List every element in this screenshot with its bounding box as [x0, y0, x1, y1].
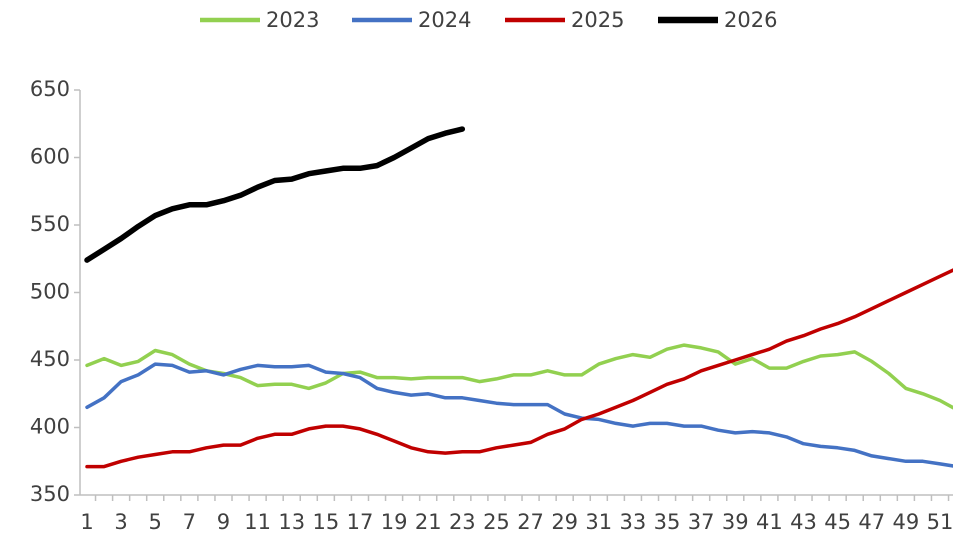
legend-label: 2026	[724, 8, 777, 32]
x-tick-label: 27	[517, 510, 544, 534]
legend-label: 2025	[571, 8, 624, 32]
x-tick-label: 35	[654, 510, 681, 534]
legend-label: 2024	[418, 8, 471, 32]
x-tick-label: 29	[551, 510, 578, 534]
y-tick-label: 400	[30, 415, 70, 439]
series-line	[85, 343, 953, 410]
x-tick-label: 23	[449, 510, 476, 534]
x-tick-label: 37	[688, 510, 715, 534]
y-tick-label: 650	[30, 77, 70, 101]
x-tick-label: 9	[217, 510, 230, 534]
x-tick-label: 45	[824, 510, 851, 534]
series-line	[84, 126, 466, 263]
x-tick-label: 5	[149, 510, 162, 534]
x-tick-label: 41	[756, 510, 783, 534]
x-tick-label: 7	[183, 510, 196, 534]
x-tick-label: 1	[80, 510, 93, 534]
x-tick-label: 43	[790, 510, 817, 534]
y-tick-label: 450	[30, 347, 70, 371]
legend-label: 2023	[266, 8, 319, 32]
x-tick-label: 47	[858, 510, 885, 534]
y-tick-label: 350	[30, 482, 70, 506]
x-tick-label: 31	[585, 510, 612, 534]
series-line	[85, 362, 953, 468]
x-tick-label: 39	[722, 510, 749, 534]
x-tick-label: 19	[381, 510, 408, 534]
x-tick-label: 17	[347, 510, 374, 534]
x-tick-label: 49	[893, 510, 920, 534]
series-line	[85, 268, 953, 469]
x-tick-label: 21	[415, 510, 442, 534]
x-tick-label: 33	[620, 510, 647, 534]
x-tick-label: 3	[114, 510, 127, 534]
x-tick-label: 13	[278, 510, 305, 534]
x-tick-label: 15	[312, 510, 339, 534]
x-tick-label: 11	[244, 510, 271, 534]
y-tick-label: 550	[30, 212, 70, 236]
y-tick-label: 600	[30, 145, 70, 169]
y-tick-label: 500	[30, 280, 70, 304]
x-tick-label: 51	[927, 510, 953, 534]
x-tick-label: 25	[483, 510, 510, 534]
